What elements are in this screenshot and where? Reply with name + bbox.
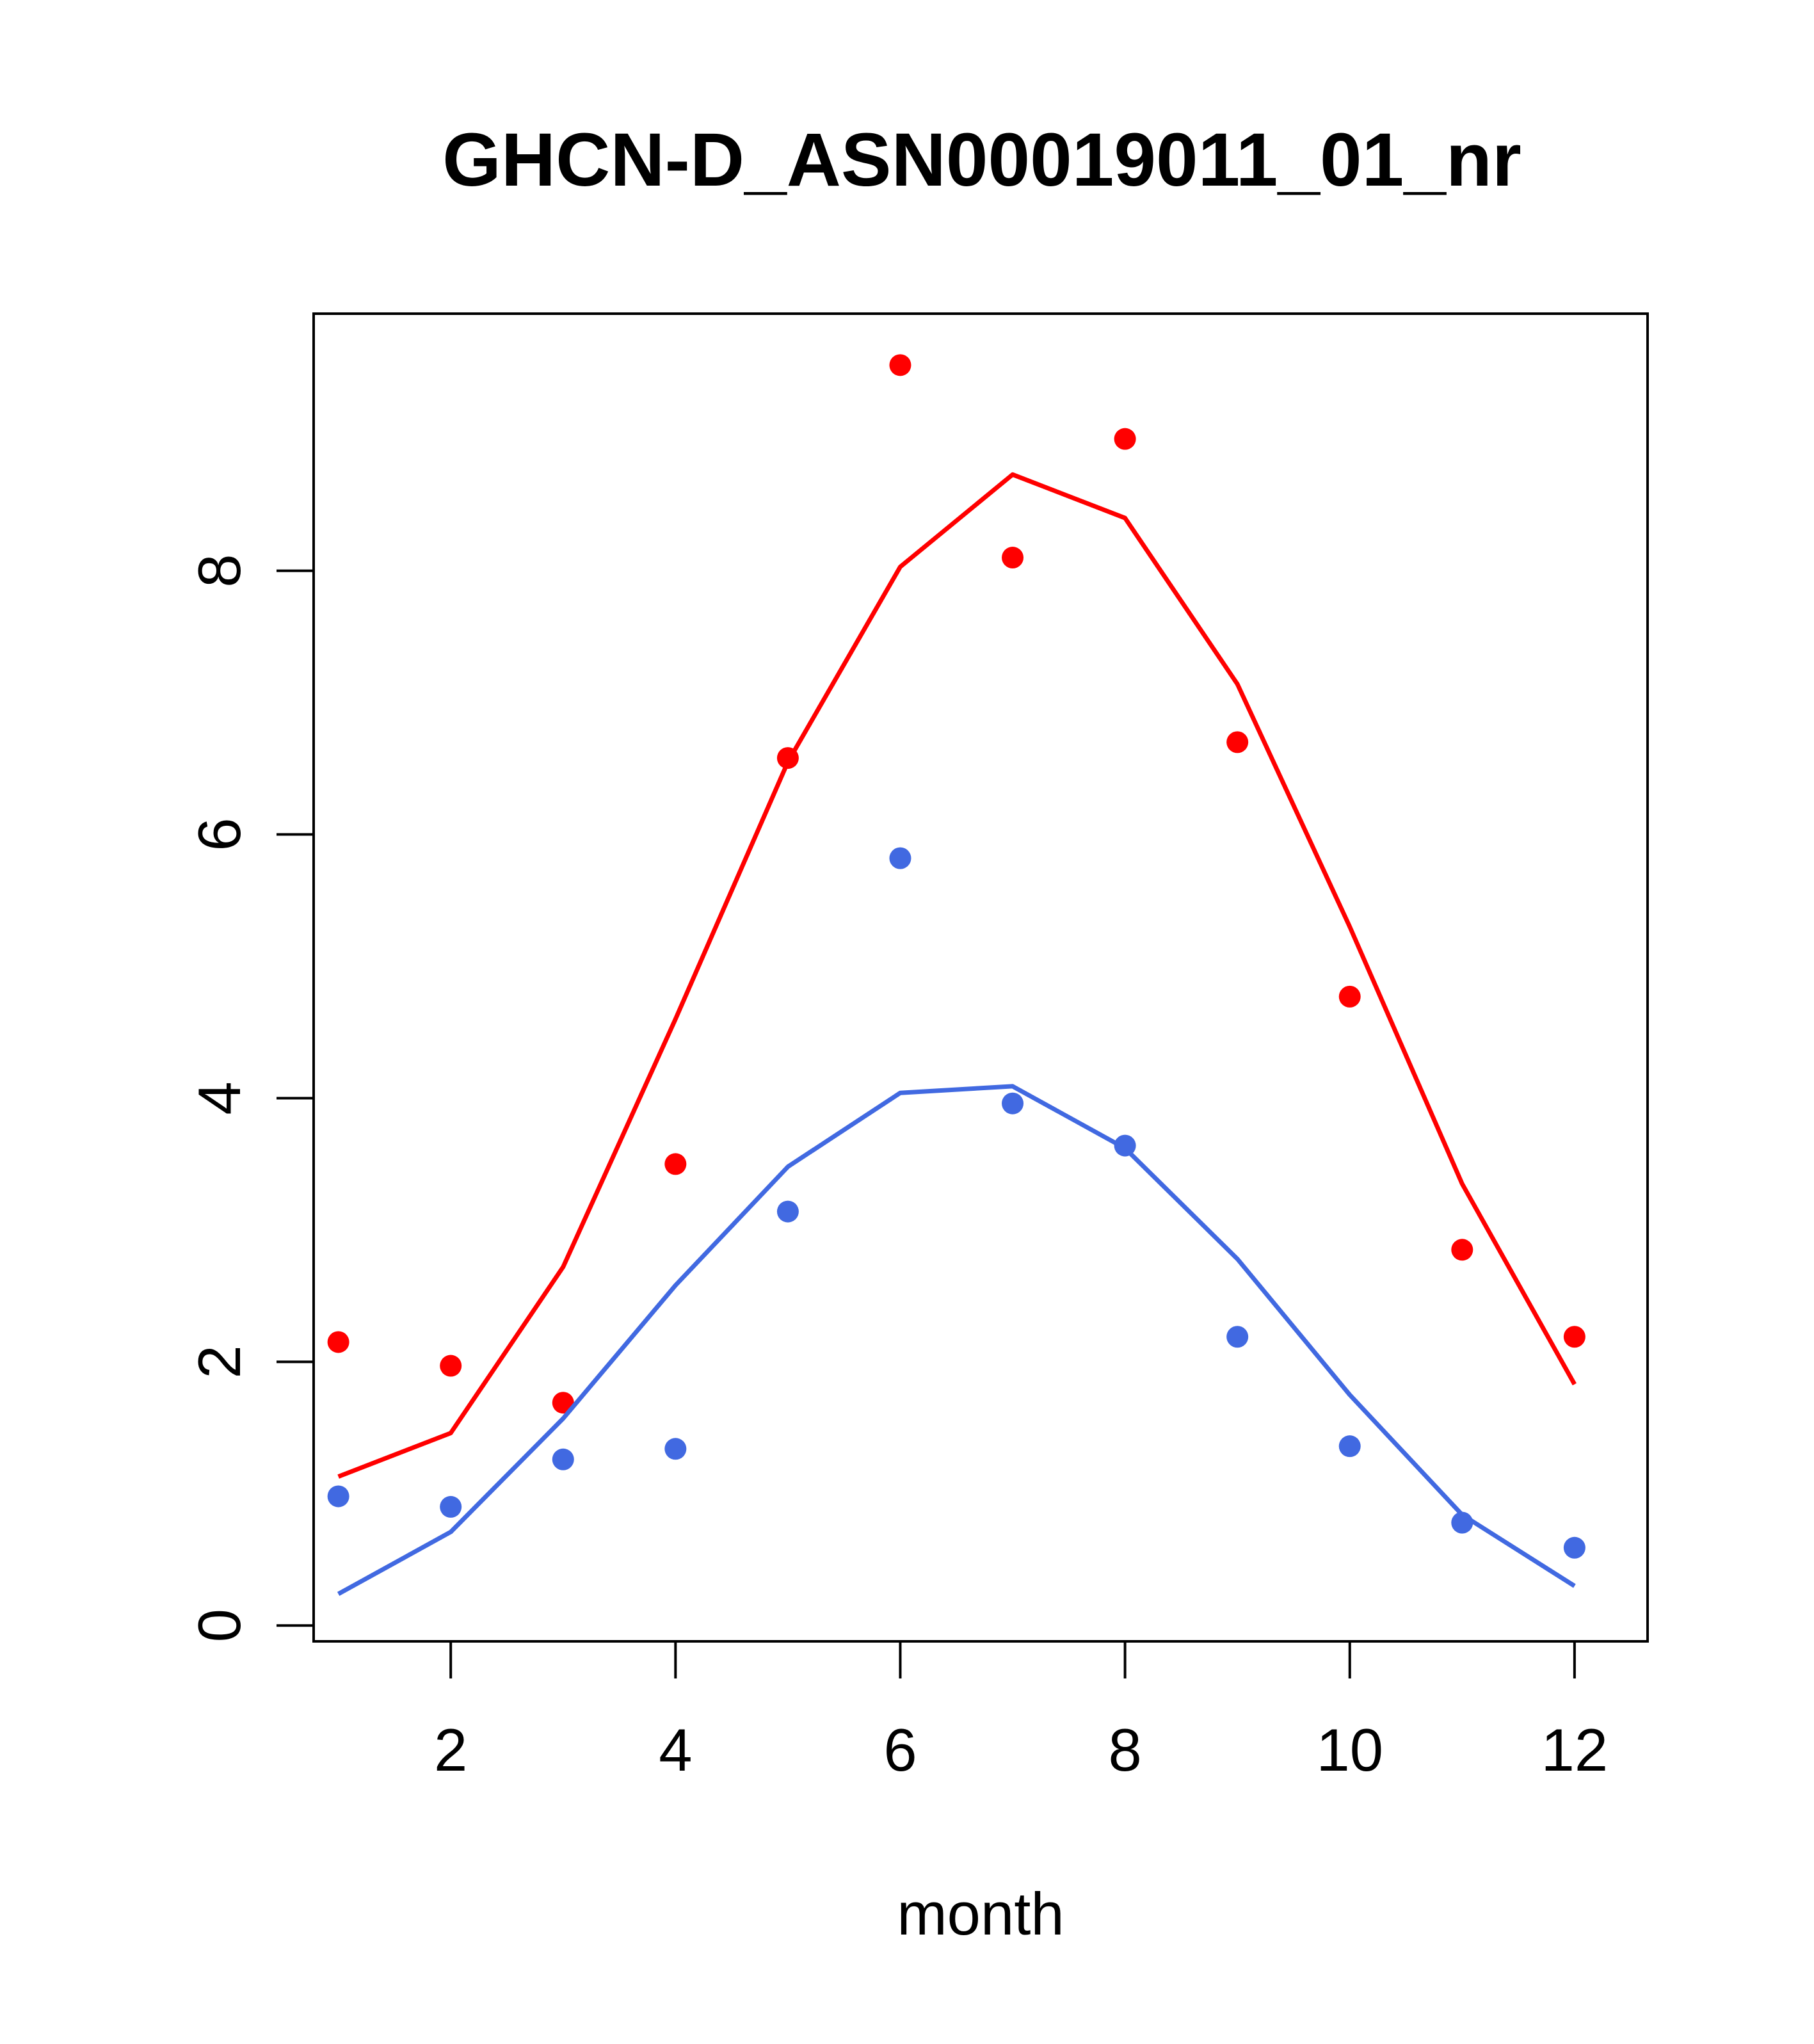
series-layer [327,354,1585,1596]
series-2-point [776,1200,799,1223]
series-2-point [1451,1511,1473,1534]
x-tick-label: 12 [1541,1716,1609,1783]
series-1-point [1338,985,1361,1008]
x-tick-label: 4 [659,1716,692,1783]
series-1-point [1002,547,1024,569]
x-tick-label: 6 [883,1716,917,1783]
x-tick-label: 10 [1316,1716,1383,1783]
series-2-fit-line [337,1084,1576,1596]
series-2-point [552,1448,574,1470]
series-2-point [1563,1536,1585,1559]
series-1-point [440,1355,462,1377]
series-1-point [552,1392,574,1414]
series-1-point [327,1331,349,1353]
series-1-point [1226,731,1249,753]
series-2-point [889,847,911,869]
series-2-point [440,1495,462,1518]
series-1-fit-line [337,472,1577,1479]
series-2-point [327,1485,349,1508]
x-tick-label: 2 [434,1716,467,1783]
series-1-point [1451,1239,1473,1261]
plot-frame [312,312,1649,1643]
series-1-point [1114,428,1136,450]
series-2-point [1002,1092,1024,1115]
y-tick-label: 8 [186,554,253,587]
series-1-point [1563,1326,1585,1348]
series-2-point [1226,1326,1249,1348]
series-2-point [1338,1435,1361,1458]
y-tick-label: 0 [186,1609,253,1642]
y-axis: 0 2 4 6 8 [186,554,315,1642]
series-1-point [776,747,799,769]
chart-title: GHCN-D_ASN00019011_01_nr [442,118,1521,202]
y-tick-label: 6 [186,817,253,851]
x-tick-label: 8 [1108,1716,1141,1783]
series-1-point [664,1153,687,1175]
x-axis-label: month [897,1880,1064,1947]
y-tick-label: 2 [186,1345,253,1378]
series-2-point [1114,1134,1136,1157]
x-axis: 2 4 6 8 10 12 [434,1640,1609,1783]
series-2-point [664,1438,687,1460]
series-1-point [889,354,911,376]
y-tick-label: 4 [186,1081,253,1115]
